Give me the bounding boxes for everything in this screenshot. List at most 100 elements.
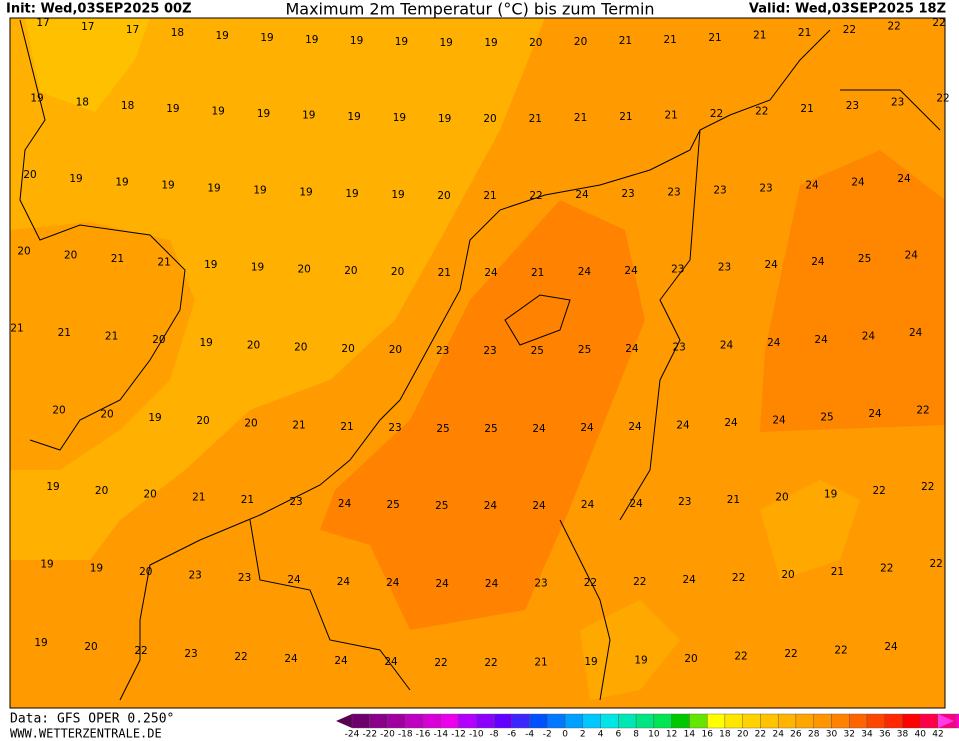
temperature-label: 24 <box>284 653 298 665</box>
legend-tick-label: -20 <box>380 730 395 740</box>
temperature-label: 22 <box>734 651 747 663</box>
color-swatch <box>884 713 903 729</box>
temperature-label: 19 <box>40 558 53 570</box>
temperature-label: 24 <box>436 578 450 590</box>
temperature-label: 23 <box>534 578 547 590</box>
legend-tick-label: -22 <box>362 730 377 740</box>
color-swatch <box>440 713 459 729</box>
color-swatch <box>920 713 939 729</box>
legend-tick-label: 24 <box>772 730 784 740</box>
temperature-label: 21 <box>241 494 254 506</box>
temperature-label: 22 <box>755 106 768 118</box>
temperature-label: 19 <box>299 187 312 199</box>
temperature-label: 24 <box>485 578 499 590</box>
color-swatch <box>547 713 566 729</box>
temperature-label: 23 <box>846 100 859 112</box>
temperature-label: 22 <box>880 562 893 574</box>
temperature-label: 20 <box>775 492 788 504</box>
temperature-label: 19 <box>391 189 404 201</box>
temperature-label: 22 <box>873 485 886 497</box>
temperature-label: 24 <box>384 656 398 668</box>
legend-tick-label: 10 <box>648 730 660 740</box>
temperature-label: 24 <box>575 189 589 201</box>
legend-tick-label: 32 <box>843 730 854 740</box>
temperature-label: 21 <box>192 492 205 504</box>
temperature-label: 24 <box>625 343 639 355</box>
coast-ijssel <box>504 294 571 346</box>
legend-tick-label: -18 <box>398 730 413 740</box>
temperature-label: 24 <box>862 331 876 343</box>
legend-tick-label: 6 <box>616 730 622 740</box>
temperature-label: 21 <box>529 113 542 125</box>
temperature-label: 23 <box>678 496 691 508</box>
coast-uk <box>19 19 186 451</box>
temperature-label: 21 <box>665 110 678 122</box>
temperature-label: 20 <box>529 37 542 49</box>
legend-arrow <box>336 714 352 728</box>
color-swatch <box>760 713 779 729</box>
coast-fr <box>119 399 401 701</box>
temperature-label: 19 <box>393 112 406 124</box>
map-fields <box>10 18 945 708</box>
temperature-label: 20 <box>389 344 402 356</box>
temperature-label: 22 <box>134 645 147 657</box>
temperature-label: 19 <box>46 481 59 493</box>
color-swatch <box>529 713 548 729</box>
temperature-label: 24 <box>624 265 638 277</box>
temperature-label: 21 <box>831 566 844 578</box>
color-swatch <box>405 713 424 729</box>
temperature-label: 24 <box>578 266 592 278</box>
legend-tick-label: -14 <box>433 730 448 740</box>
temperature-label: 22 <box>916 404 929 416</box>
temperature-label: 21 <box>534 657 547 669</box>
field-uk <box>10 222 195 470</box>
legend-tick-label: 16 <box>701 730 713 740</box>
legend-tick-label: 18 <box>719 730 731 740</box>
temperature-label: 22 <box>633 576 646 588</box>
temperature-label: 19 <box>253 185 266 197</box>
temperature-label: 23 <box>388 422 401 434</box>
temperature-label: 21 <box>111 253 124 265</box>
temperature-label: 22 <box>584 577 597 589</box>
temperature-label: 20 <box>483 113 496 125</box>
legend-tick-label: 22 <box>755 730 766 740</box>
temperature-label: 19 <box>395 36 408 48</box>
temperature-label: 24 <box>814 334 828 346</box>
temperature-label: 24 <box>897 173 911 185</box>
legend-tick-label: 0 <box>562 730 568 740</box>
color-swatch <box>778 713 797 729</box>
color-swatch <box>689 713 708 729</box>
temperature-label: 20 <box>437 190 450 202</box>
temperature-label: 22 <box>434 657 447 669</box>
temperature-label: 19 <box>345 188 358 200</box>
temperature-label: 24 <box>334 655 348 667</box>
temperature-label: 24 <box>337 576 351 588</box>
color-swatch <box>387 713 406 729</box>
temperature-label: 24 <box>338 498 352 510</box>
temperature-label: 22 <box>234 651 247 663</box>
color-swatch <box>742 713 761 729</box>
temperature-label: 24 <box>724 417 738 429</box>
coast-nl <box>399 114 731 521</box>
temperature-label: 23 <box>621 188 634 200</box>
temperature-label: 19 <box>115 177 128 189</box>
temperature-label: 19 <box>30 93 43 105</box>
temperature-label: 24 <box>683 574 697 586</box>
temperature-label: 19 <box>90 563 103 575</box>
temperature-label: 24 <box>386 577 400 589</box>
temperature-label: 23 <box>184 648 197 660</box>
temperature-label: 20 <box>247 339 260 351</box>
temperature-label: 22 <box>921 481 934 493</box>
temperature-label: 20 <box>344 265 357 277</box>
temperature-label: 21 <box>727 494 740 506</box>
color-swatch <box>724 713 743 729</box>
temperature-label: 21 <box>664 34 677 46</box>
coast-de <box>729 29 941 131</box>
temperature-label: 25 <box>578 344 591 356</box>
temperature-label: 23 <box>671 264 684 276</box>
color-swatch <box>795 713 814 729</box>
temperature-label: 20 <box>196 415 209 427</box>
temperature-label: 20 <box>52 404 65 416</box>
temperature-label: 20 <box>17 245 30 257</box>
